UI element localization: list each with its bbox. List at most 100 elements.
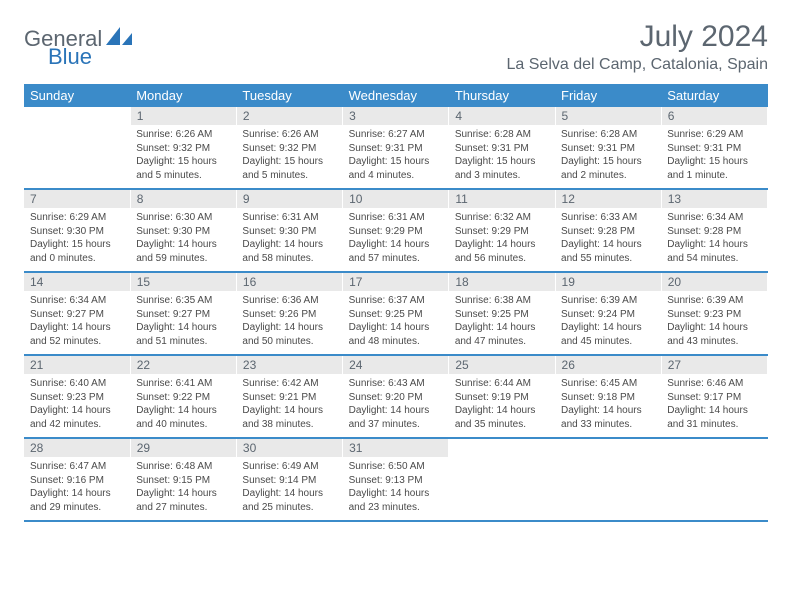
daynum-cell: 4: [449, 107, 555, 125]
content-row: Sunrise: 6:47 AMSunset: 9:16 PMDaylight:…: [24, 457, 768, 521]
logo-text-blue: Blue: [48, 44, 92, 70]
daylight-line1: Daylight: 14 hours: [349, 404, 443, 418]
daylight-line2: and 1 minute.: [667, 169, 761, 183]
day-cell: Sunrise: 6:39 AMSunset: 9:24 PMDaylight:…: [555, 291, 661, 355]
day-cell: [24, 125, 130, 189]
daylight-line1: Daylight: 14 hours: [667, 404, 761, 418]
sunrise-line: Sunrise: 6:31 AM: [349, 211, 443, 225]
day-cell: Sunrise: 6:42 AMSunset: 9:21 PMDaylight:…: [236, 374, 342, 438]
daylight-line1: Daylight: 14 hours: [30, 487, 124, 501]
day-cell: Sunrise: 6:38 AMSunset: 9:25 PMDaylight:…: [449, 291, 555, 355]
daynum-cell: 16: [236, 272, 342, 291]
day-cell: Sunrise: 6:36 AMSunset: 9:26 PMDaylight:…: [236, 291, 342, 355]
day-cell: Sunrise: 6:26 AMSunset: 9:32 PMDaylight:…: [236, 125, 342, 189]
daylight-line2: and 42 minutes.: [30, 418, 124, 432]
daylight-line2: and 52 minutes.: [30, 335, 124, 349]
sunset-line: Sunset: 9:28 PM: [561, 225, 655, 239]
day-cell: Sunrise: 6:35 AMSunset: 9:27 PMDaylight:…: [130, 291, 236, 355]
day-cell: Sunrise: 6:34 AMSunset: 9:28 PMDaylight:…: [661, 208, 767, 272]
daynum-cell: 9: [236, 189, 342, 208]
sunrise-line: Sunrise: 6:28 AM: [455, 128, 549, 142]
daylight-line1: Daylight: 15 hours: [242, 155, 336, 169]
daynum-cell: 11: [449, 189, 555, 208]
day-cell: Sunrise: 6:39 AMSunset: 9:23 PMDaylight:…: [661, 291, 767, 355]
daynum-cell: 29: [130, 438, 236, 457]
daylight-line1: Daylight: 14 hours: [667, 321, 761, 335]
logo: General Blue: [24, 26, 132, 52]
day-cell: Sunrise: 6:37 AMSunset: 9:25 PMDaylight:…: [343, 291, 449, 355]
day-cell: Sunrise: 6:41 AMSunset: 9:22 PMDaylight:…: [130, 374, 236, 438]
daynum-cell: 30: [236, 438, 342, 457]
daynum-cell: 7: [24, 189, 130, 208]
sunrise-line: Sunrise: 6:41 AM: [136, 377, 230, 391]
daynum-row: 78910111213: [24, 189, 768, 208]
sunset-line: Sunset: 9:16 PM: [30, 474, 124, 488]
content-row: Sunrise: 6:40 AMSunset: 9:23 PMDaylight:…: [24, 374, 768, 438]
day-cell: Sunrise: 6:47 AMSunset: 9:16 PMDaylight:…: [24, 457, 130, 521]
daylight-line1: Daylight: 15 hours: [455, 155, 549, 169]
day-cell: [555, 457, 661, 521]
sunrise-line: Sunrise: 6:27 AM: [349, 128, 443, 142]
sunset-line: Sunset: 9:32 PM: [136, 142, 230, 156]
weekday-sunday: Sunday: [24, 84, 130, 107]
daynum-row: 123456: [24, 107, 768, 125]
day-cell: Sunrise: 6:31 AMSunset: 9:29 PMDaylight:…: [343, 208, 449, 272]
daylight-line1: Daylight: 14 hours: [136, 238, 230, 252]
sunrise-line: Sunrise: 6:39 AM: [667, 294, 761, 308]
daylight-line2: and 33 minutes.: [561, 418, 655, 432]
daynum-cell: 15: [130, 272, 236, 291]
daynum-cell: [449, 438, 555, 457]
sunset-line: Sunset: 9:27 PM: [30, 308, 124, 322]
sunrise-line: Sunrise: 6:33 AM: [561, 211, 655, 225]
sunset-line: Sunset: 9:23 PM: [667, 308, 761, 322]
daylight-line1: Daylight: 14 hours: [242, 487, 336, 501]
sunrise-line: Sunrise: 6:48 AM: [136, 460, 230, 474]
location: La Selva del Camp, Catalonia, Spain: [507, 56, 769, 74]
day-cell: Sunrise: 6:28 AMSunset: 9:31 PMDaylight:…: [555, 125, 661, 189]
sunrise-line: Sunrise: 6:38 AM: [455, 294, 549, 308]
daynum-cell: 21: [24, 355, 130, 374]
daylight-line2: and 29 minutes.: [30, 501, 124, 515]
sunset-line: Sunset: 9:24 PM: [561, 308, 655, 322]
daylight-line1: Daylight: 14 hours: [455, 321, 549, 335]
daynum-cell: [24, 107, 130, 125]
daylight-line1: Daylight: 15 hours: [667, 155, 761, 169]
daylight-line2: and 23 minutes.: [349, 501, 443, 515]
sunset-line: Sunset: 9:29 PM: [349, 225, 443, 239]
daylight-line1: Daylight: 14 hours: [242, 404, 336, 418]
daynum-cell: 3: [343, 107, 449, 125]
day-cell: Sunrise: 6:45 AMSunset: 9:18 PMDaylight:…: [555, 374, 661, 438]
daylight-line2: and 40 minutes.: [136, 418, 230, 432]
day-cell: Sunrise: 6:29 AMSunset: 9:31 PMDaylight:…: [661, 125, 767, 189]
day-cell: Sunrise: 6:27 AMSunset: 9:31 PMDaylight:…: [343, 125, 449, 189]
daynum-cell: 20: [661, 272, 767, 291]
weekday-friday: Friday: [555, 84, 661, 107]
sunset-line: Sunset: 9:18 PM: [561, 391, 655, 405]
sunset-line: Sunset: 9:15 PM: [136, 474, 230, 488]
daylight-line2: and 38 minutes.: [242, 418, 336, 432]
page: General Blue July 2024 La Selva del Camp…: [0, 0, 792, 542]
daylight-line2: and 5 minutes.: [136, 169, 230, 183]
day-cell: Sunrise: 6:33 AMSunset: 9:28 PMDaylight:…: [555, 208, 661, 272]
sunrise-line: Sunrise: 6:37 AM: [349, 294, 443, 308]
day-cell: Sunrise: 6:44 AMSunset: 9:19 PMDaylight:…: [449, 374, 555, 438]
daylight-line1: Daylight: 14 hours: [30, 321, 124, 335]
sunset-line: Sunset: 9:21 PM: [242, 391, 336, 405]
title-block: July 2024 La Selva del Camp, Catalonia, …: [507, 20, 769, 74]
daylight-line2: and 55 minutes.: [561, 252, 655, 266]
sunset-line: Sunset: 9:22 PM: [136, 391, 230, 405]
daylight-line2: and 25 minutes.: [242, 501, 336, 515]
sunset-line: Sunset: 9:28 PM: [667, 225, 761, 239]
sunrise-line: Sunrise: 6:42 AM: [242, 377, 336, 391]
daylight-line1: Daylight: 14 hours: [349, 487, 443, 501]
day-cell: Sunrise: 6:26 AMSunset: 9:32 PMDaylight:…: [130, 125, 236, 189]
day-cell: Sunrise: 6:46 AMSunset: 9:17 PMDaylight:…: [661, 374, 767, 438]
sunrise-line: Sunrise: 6:26 AM: [136, 128, 230, 142]
sunrise-line: Sunrise: 6:40 AM: [30, 377, 124, 391]
sunset-line: Sunset: 9:32 PM: [242, 142, 336, 156]
sunset-line: Sunset: 9:13 PM: [349, 474, 443, 488]
day-cell: [449, 457, 555, 521]
daylight-line2: and 58 minutes.: [242, 252, 336, 266]
sunset-line: Sunset: 9:14 PM: [242, 474, 336, 488]
daynum-cell: 27: [661, 355, 767, 374]
